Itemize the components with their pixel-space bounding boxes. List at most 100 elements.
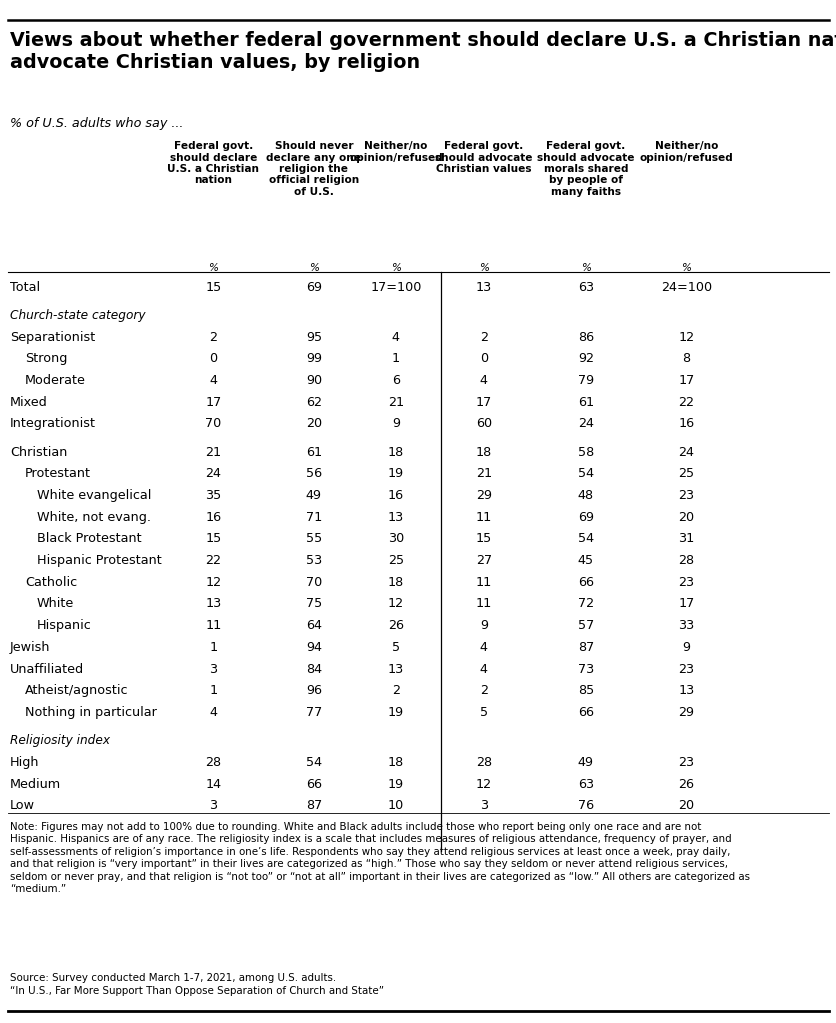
Text: 57: 57 [577, 619, 594, 632]
Text: 87: 87 [305, 799, 322, 812]
Text: 22: 22 [205, 554, 222, 567]
Text: 3: 3 [209, 663, 217, 675]
Text: %: % [208, 263, 218, 273]
Text: 18: 18 [387, 576, 404, 589]
Text: 49: 49 [305, 489, 322, 502]
Text: Hispanic Protestant: Hispanic Protestant [37, 554, 161, 567]
Text: 75: 75 [305, 597, 322, 611]
Text: 4: 4 [391, 330, 400, 344]
Text: 13: 13 [475, 280, 492, 294]
Text: 70: 70 [205, 417, 222, 431]
Text: 24: 24 [205, 468, 222, 481]
Text: 13: 13 [387, 663, 404, 675]
Text: 12: 12 [387, 597, 404, 611]
Text: 26: 26 [677, 777, 694, 791]
Text: Total: Total [10, 280, 40, 294]
Text: Federal govt.
should advocate
Christian values: Federal govt. should advocate Christian … [435, 141, 532, 174]
Text: 19: 19 [387, 777, 404, 791]
Text: 16: 16 [387, 489, 404, 502]
Text: 11: 11 [475, 510, 492, 524]
Text: Catholic: Catholic [25, 576, 77, 589]
Text: Integrationist: Integrationist [10, 417, 96, 431]
Text: 21: 21 [205, 446, 222, 458]
Text: 70: 70 [305, 576, 322, 589]
Text: 16: 16 [677, 417, 694, 431]
Text: 64: 64 [305, 619, 322, 632]
Text: Low: Low [10, 799, 35, 812]
Text: Church-state category: Church-state category [10, 309, 145, 322]
Text: 56: 56 [305, 468, 322, 481]
Text: 54: 54 [577, 532, 594, 545]
Text: 28: 28 [677, 554, 694, 567]
Text: 54: 54 [305, 756, 322, 769]
Text: 23: 23 [677, 576, 694, 589]
Text: 15: 15 [475, 532, 492, 545]
Text: 9: 9 [391, 417, 400, 431]
Text: 16: 16 [205, 510, 222, 524]
Text: 23: 23 [677, 489, 694, 502]
Text: 69: 69 [577, 510, 594, 524]
Text: 2: 2 [479, 684, 487, 698]
Text: Neither/no
opinion/refused: Neither/no opinion/refused [639, 141, 732, 163]
Text: 63: 63 [577, 280, 594, 294]
Text: 4: 4 [479, 374, 487, 387]
Text: 8: 8 [681, 352, 690, 365]
Text: 23: 23 [677, 663, 694, 675]
Text: 79: 79 [577, 374, 594, 387]
Text: 54: 54 [577, 468, 594, 481]
Text: Black Protestant: Black Protestant [37, 532, 141, 545]
Text: 12: 12 [205, 576, 222, 589]
Text: 35: 35 [205, 489, 222, 502]
Text: 45: 45 [577, 554, 594, 567]
Text: 71: 71 [305, 510, 322, 524]
Text: Protestant: Protestant [25, 468, 91, 481]
Text: 77: 77 [305, 706, 322, 719]
Text: 5: 5 [479, 706, 487, 719]
Text: 13: 13 [205, 597, 222, 611]
Text: 69: 69 [305, 280, 322, 294]
Text: Federal govt.
should declare
U.S. a Christian
nation: Federal govt. should declare U.S. a Chri… [167, 141, 259, 185]
Text: White: White [37, 597, 74, 611]
Text: 14: 14 [205, 777, 222, 791]
Text: 1: 1 [391, 352, 400, 365]
Text: 61: 61 [305, 446, 322, 458]
Text: 5: 5 [391, 640, 400, 654]
Text: 2: 2 [209, 330, 217, 344]
Text: 0: 0 [209, 352, 217, 365]
Text: 4: 4 [209, 374, 217, 387]
Text: Medium: Medium [10, 777, 61, 791]
Text: 92: 92 [577, 352, 594, 365]
Text: 15: 15 [205, 280, 222, 294]
Text: 23: 23 [677, 756, 694, 769]
Text: 33: 33 [677, 619, 694, 632]
Text: 4: 4 [479, 640, 487, 654]
Text: % of U.S. adults who say ...: % of U.S. adults who say ... [10, 117, 183, 130]
Text: 20: 20 [305, 417, 322, 431]
Text: White evangelical: White evangelical [37, 489, 151, 502]
Text: %: % [580, 263, 590, 273]
Text: Neither/no
opinion/refused: Neither/no opinion/refused [349, 141, 442, 163]
Text: 19: 19 [387, 468, 404, 481]
Text: 17: 17 [205, 396, 222, 408]
Text: 72: 72 [577, 597, 594, 611]
Text: 9: 9 [479, 619, 487, 632]
Text: 24=100: 24=100 [660, 280, 711, 294]
Text: 66: 66 [577, 706, 594, 719]
Text: Note: Figures may not add to 100% due to rounding. White and Black adults includ: Note: Figures may not add to 100% due to… [10, 821, 749, 894]
Text: 6: 6 [391, 374, 400, 387]
Text: White, not evang.: White, not evang. [37, 510, 150, 524]
Text: Views about whether federal government should declare U.S. a Christian nation an: Views about whether federal government s… [10, 31, 836, 73]
Text: 12: 12 [677, 330, 694, 344]
Text: 13: 13 [387, 510, 404, 524]
Text: Christian: Christian [10, 446, 68, 458]
Text: 66: 66 [305, 777, 322, 791]
Text: 53: 53 [305, 554, 322, 567]
Text: Jewish: Jewish [10, 640, 50, 654]
Text: 24: 24 [577, 417, 594, 431]
Text: 3: 3 [479, 799, 487, 812]
Text: Unaffiliated: Unaffiliated [10, 663, 84, 675]
Text: Federal govt.
should advocate
morals shared
by people of
many faiths: Federal govt. should advocate morals sha… [537, 141, 634, 197]
Text: 11: 11 [205, 619, 222, 632]
Text: 63: 63 [577, 777, 594, 791]
Text: Nothing in particular: Nothing in particular [25, 706, 157, 719]
